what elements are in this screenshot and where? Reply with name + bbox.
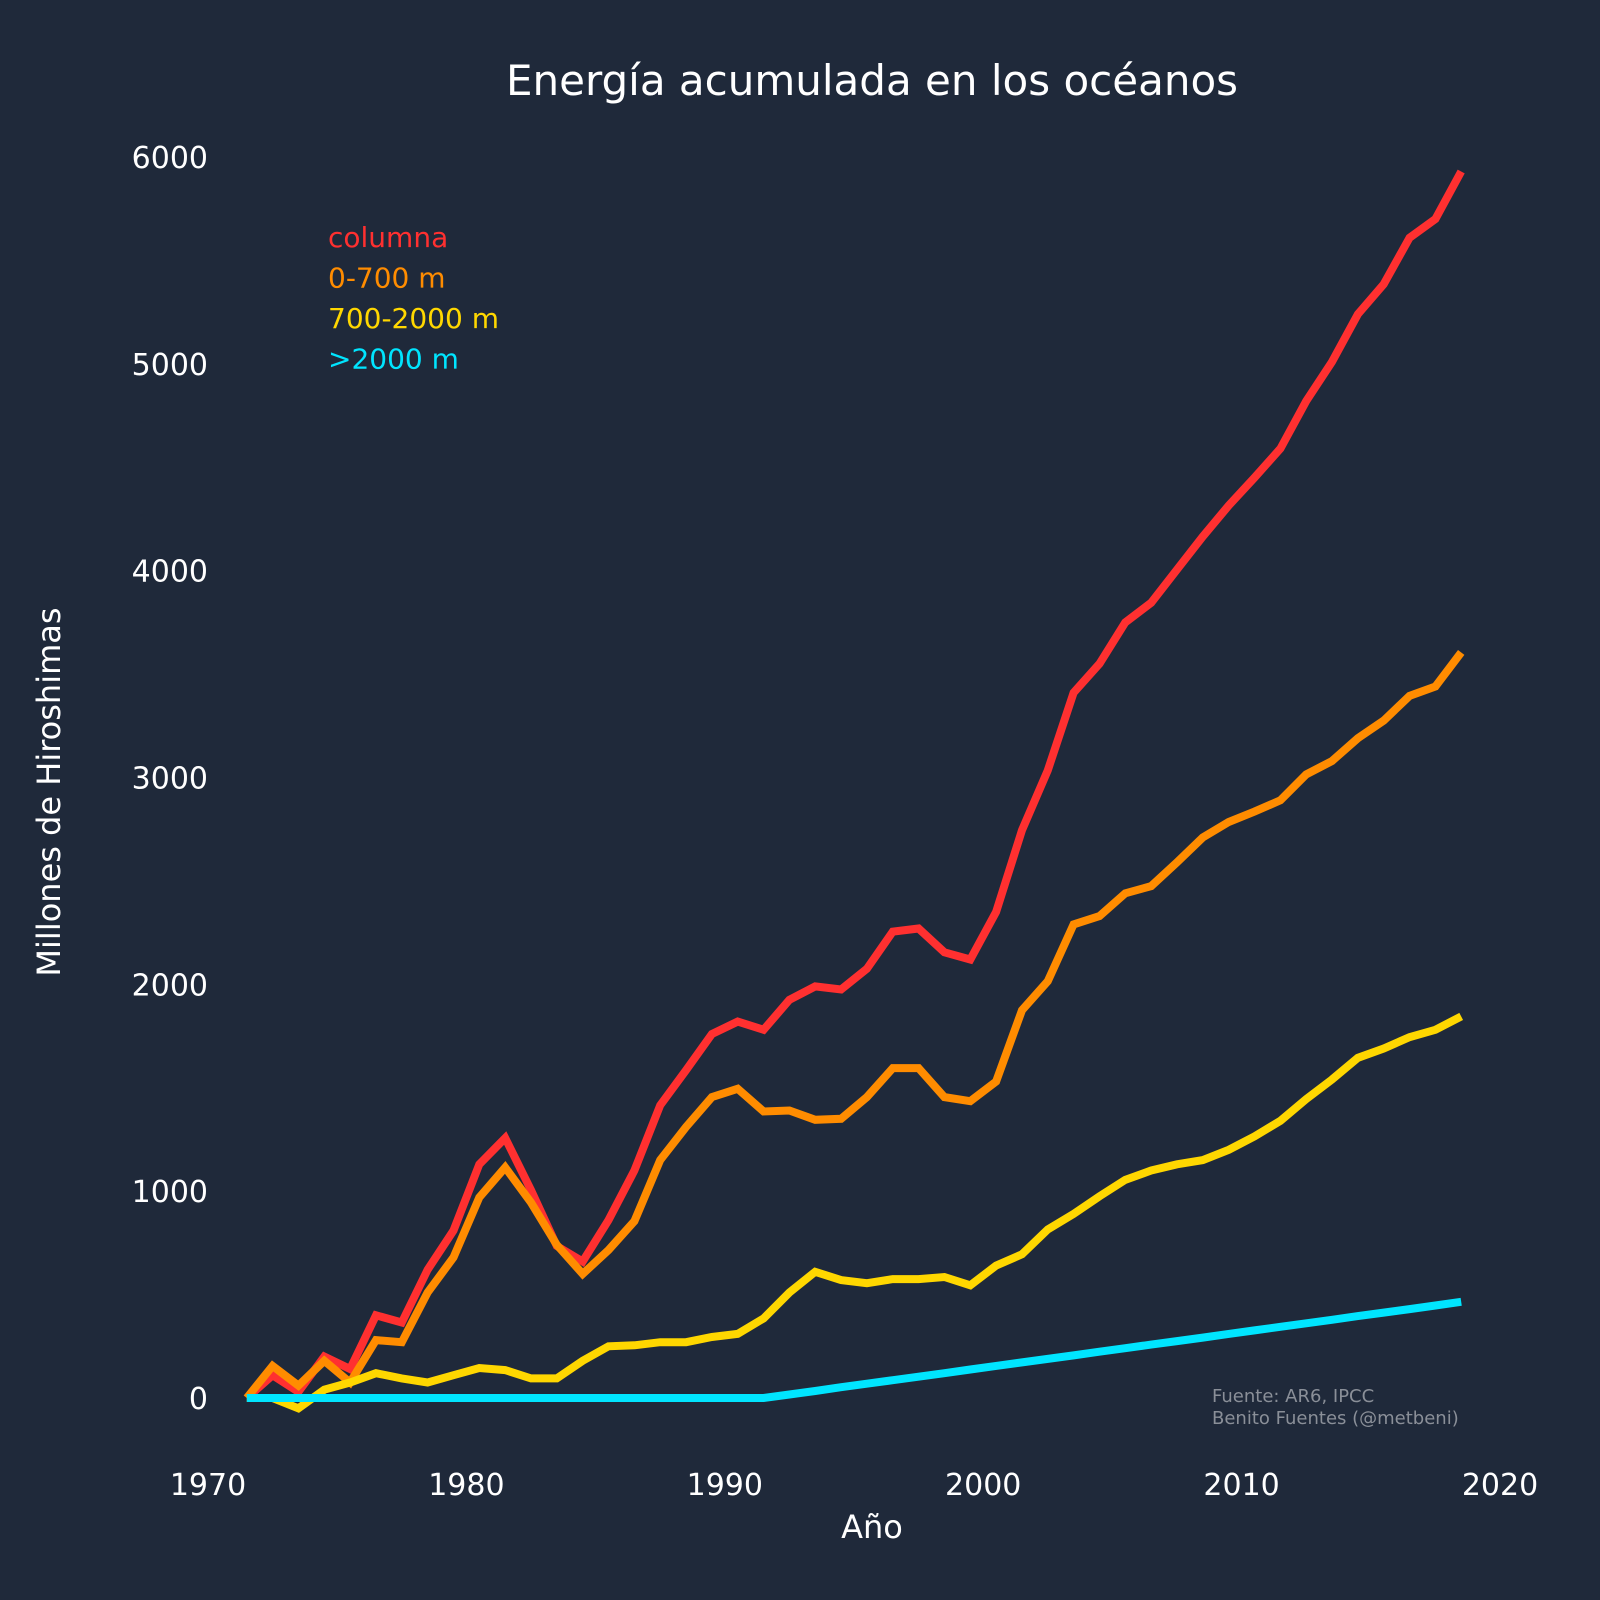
x-tick-label: 1990: [687, 1468, 763, 1503]
x-tick-label: 2020: [1462, 1468, 1538, 1503]
series-line-700-2000-m: [246, 1012, 1464, 1413]
legend-entry: columna: [328, 221, 448, 254]
source-annotation: Fuente: AR6, IPCC: [1212, 1386, 1374, 1407]
series-lines: [243, 169, 1465, 1413]
legend: columna 0-700 m 700-2000 m >2000 m: [328, 221, 499, 376]
y-tick-label: 0: [189, 1382, 208, 1417]
x-tick-label: 1970: [170, 1468, 246, 1503]
legend-entry: 700-2000 m: [328, 302, 499, 335]
series-line-columna: [244, 169, 1465, 1401]
y-tick-label: 3000: [132, 762, 208, 797]
y-axis-ticks: 0 1000 2000 3000 4000 5000 6000: [132, 141, 208, 1417]
y-tick-label: 4000: [132, 555, 208, 590]
x-tick-label: 2010: [1203, 1468, 1279, 1503]
legend-entry: >2000 m: [328, 343, 459, 376]
series-line-2000-m: [246, 1297, 1462, 1402]
author-annotation: Benito Fuentes (@metbeni): [1212, 1408, 1459, 1429]
y-tick-label: 5000: [132, 348, 208, 383]
x-tick-label: 2000: [945, 1468, 1021, 1503]
y-tick-label: 1000: [132, 1175, 208, 1210]
legend-entry: 0-700 m: [328, 262, 446, 295]
x-axis-ticks: 1970 1980 1990 2000 2010 2020: [170, 1468, 1538, 1503]
y-axis-label: Millones de Hiroshimas: [30, 607, 68, 976]
chart-title: Energía acumulada en los océanos: [506, 56, 1238, 105]
x-tick-label: 1980: [428, 1468, 504, 1503]
y-tick-label: 6000: [132, 141, 208, 176]
series-line-0-700-m: [243, 649, 1465, 1401]
y-tick-label: 2000: [132, 968, 208, 1003]
x-axis-label: Año: [841, 1508, 903, 1546]
